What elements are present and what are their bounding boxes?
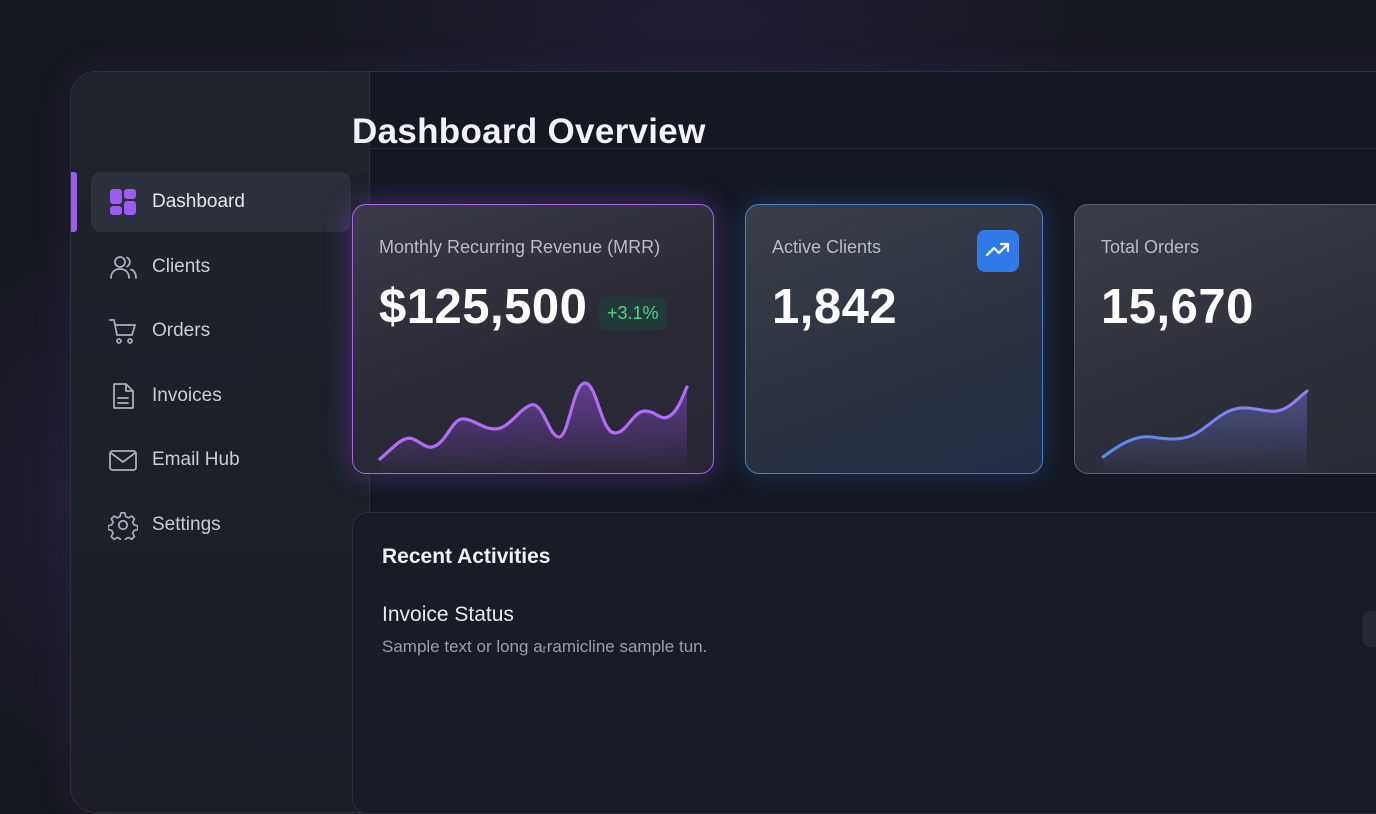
- sidebar-item-label: Invoices: [152, 385, 222, 407]
- recent-activities-title: Recent Activities: [382, 545, 550, 569]
- sidebar-item-label: Clients: [152, 256, 210, 278]
- document-icon: [108, 381, 138, 411]
- sidebar-item-label: Email Hub: [152, 449, 240, 471]
- sidebar-item-label: Settings: [152, 514, 221, 536]
- mrr-sparkline: [353, 353, 714, 473]
- mrr-card[interactable]: Monthly Recurring Revenue (MRR) $125,500…: [352, 204, 714, 474]
- dashboard-grid-icon: [108, 187, 138, 217]
- page-title: Dashboard Overview: [352, 112, 706, 152]
- recent-activities-panel: Recent Activities Invoice Status Sample …: [352, 512, 1376, 814]
- sidebar-item-orders[interactable]: Orders: [91, 301, 351, 361]
- sidebar-item-clients[interactable]: Clients: [91, 237, 351, 297]
- sidebar-nav: Dashboard Clients: [71, 172, 369, 559]
- gear-icon: [108, 510, 138, 540]
- active-clients-card[interactable]: Active Clients 1,842: [745, 204, 1043, 474]
- active-indicator: [71, 172, 77, 232]
- activity-item-title: Invoice Status: [382, 603, 514, 627]
- mrr-label: Monthly Recurring Revenue (MRR): [379, 237, 660, 258]
- active-clients-value: 1,842: [772, 279, 897, 335]
- sidebar-item-label: Orders: [152, 320, 210, 342]
- cart-icon: [108, 316, 138, 346]
- sidebar-item-email-hub[interactable]: Email Hub: [91, 430, 351, 490]
- sidebar-item-settings[interactable]: Settings: [91, 495, 351, 555]
- sidebar: Dashboard Clients: [71, 72, 370, 812]
- users-icon: [108, 252, 138, 282]
- sidebar-item-label: Dashboard: [152, 191, 245, 213]
- activity-item-description: Sample text or long aᵣramicline sample t…: [382, 637, 707, 657]
- mrr-change-badge: +3.1%: [599, 297, 667, 330]
- active-clients-label: Active Clients: [772, 237, 881, 258]
- orders-sparkline: [1075, 353, 1376, 473]
- trending-up-button[interactable]: [977, 230, 1019, 272]
- mail-icon: [108, 445, 138, 475]
- sidebar-item-invoices[interactable]: Invoices: [91, 366, 351, 426]
- total-orders-card[interactable]: Total Orders 15,670: [1074, 204, 1376, 474]
- sidebar-item-dashboard[interactable]: Dashboard: [91, 172, 351, 232]
- total-orders-value: 15,670: [1101, 279, 1254, 335]
- scroll-handle[interactable]: [1363, 611, 1376, 647]
- mrr-value: $125,500: [379, 279, 587, 335]
- trending-up-icon: [985, 236, 1011, 266]
- total-orders-label: Total Orders: [1101, 237, 1199, 258]
